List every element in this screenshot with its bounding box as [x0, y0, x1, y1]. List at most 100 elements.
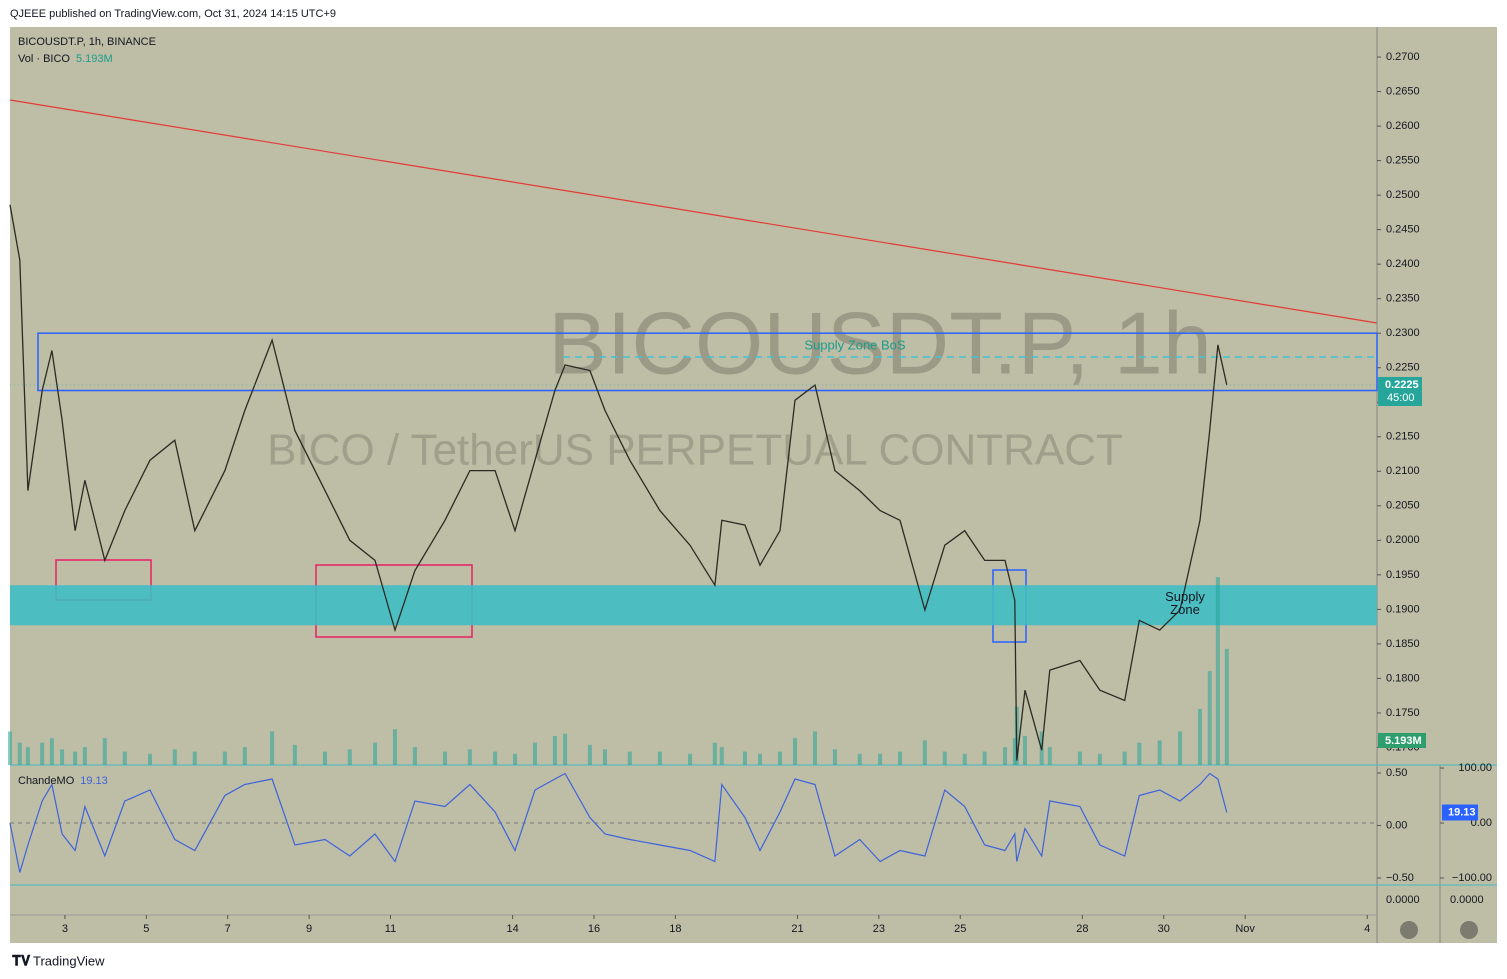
indicator-legend: ChandeMO 19.13 [18, 775, 108, 787]
volume-bar [982, 751, 987, 765]
x-tick-label: 4 [1364, 923, 1370, 935]
lower-pane-label: 0.0000 [1450, 894, 1484, 906]
volume-bar [8, 731, 12, 765]
x-tick-label: 16 [588, 923, 600, 935]
volume-bar [657, 751, 662, 765]
publish-note: QJEEE published on TradingView.com, Oct … [10, 8, 336, 20]
volume-legend: Vol · BICO 5.193M [18, 53, 113, 65]
x-tick-label: 3 [62, 923, 68, 935]
volume-bar [147, 753, 152, 765]
volume-bar [412, 747, 417, 765]
x-tick-label: Nov [1235, 923, 1255, 935]
x-tick-label: 14 [506, 923, 518, 935]
watermark-sub: BICO / TetherUS PERPETUAL CONTRACT [267, 426, 1123, 475]
volume-bar [857, 753, 862, 765]
y-tick-label: 0.2450 [1386, 224, 1420, 236]
volume-bar [793, 738, 798, 765]
zone-label: Supply Zone [1165, 589, 1205, 617]
footer-brand: TradingView [33, 953, 105, 968]
indicator-last-box [1442, 804, 1478, 821]
volume-bar [1122, 751, 1127, 765]
volume-bar [513, 753, 518, 765]
pane-button[interactable] [1460, 921, 1478, 939]
volume-bar [1097, 753, 1102, 765]
volume-bar [627, 751, 632, 765]
x-tick-label: 21 [791, 923, 803, 935]
volume-bar [1224, 648, 1229, 765]
pane-button[interactable] [1400, 921, 1418, 939]
y-tick-label: 0.2100 [1386, 465, 1420, 477]
volume-bar [292, 744, 297, 765]
volume-bar [719, 747, 724, 765]
volume-last-box [1378, 733, 1426, 748]
volume-value: 5.193M [76, 53, 113, 65]
volume-bar [712, 742, 717, 765]
indicator-tick-label: 0.50 [1386, 767, 1407, 779]
price-line [9, 204, 1228, 761]
volume-bar [40, 742, 45, 765]
y-tick-label: 0.2700 [1386, 51, 1420, 63]
volume-bar [1178, 731, 1183, 765]
volume-bar [192, 751, 197, 765]
y-tick-label: 0.2650 [1386, 85, 1420, 97]
volume-bar [552, 735, 557, 765]
volume-bar [1157, 740, 1162, 765]
volume-bar [1012, 738, 1017, 765]
last-price-box [1378, 376, 1422, 406]
supply-zone [10, 585, 1377, 626]
y-tick-label: 0.2250 [1386, 362, 1420, 374]
volume-bar [172, 749, 177, 765]
countdown: 45:00 [1387, 392, 1415, 404]
volume-bar [1022, 735, 1027, 765]
volume-bar [122, 751, 127, 765]
y-tick-label: 0.1900 [1386, 603, 1420, 615]
y-tick-label: 0.1750 [1386, 707, 1420, 719]
volume-bar [962, 753, 967, 765]
volume-bar [322, 751, 327, 765]
volume-bar [878, 753, 883, 765]
volume-bar [467, 749, 472, 765]
volume-name: Vol · BICO [18, 53, 70, 65]
volume-bar [60, 749, 65, 765]
volume-bar [758, 753, 763, 765]
volume-bar [812, 731, 817, 765]
supply-zone-bos [37, 332, 1378, 392]
volume-bar [532, 742, 537, 765]
volume-bar [82, 747, 87, 765]
volume-bar [49, 738, 54, 765]
y-tick-label: 0.2150 [1386, 431, 1420, 443]
x-tick-label: 9 [306, 923, 312, 935]
indicator-tick-label: 100.00 [1458, 762, 1492, 774]
y-tick-label: 0.2550 [1386, 155, 1420, 167]
y-tick-label: 0.2050 [1386, 500, 1420, 512]
y-tick-label: 0.2350 [1386, 293, 1420, 305]
volume-bar [832, 749, 837, 765]
y-tick-label: 0.2600 [1386, 120, 1420, 132]
indicator-name: ChandeMO [18, 775, 75, 787]
volume-bar [493, 751, 498, 765]
volume-bar [17, 742, 22, 765]
y-tick-label: 0.2500 [1386, 189, 1420, 201]
volume-bar [688, 753, 693, 765]
volume-bar [222, 751, 227, 765]
y-tick-label: 0.2300 [1386, 327, 1420, 339]
x-tick-label: 11 [385, 923, 396, 935]
x-tick-label: 5 [143, 923, 149, 935]
volume-bar [347, 749, 352, 765]
volume-bar [1077, 751, 1082, 765]
y-tick-label: 0.1950 [1386, 569, 1420, 581]
y-tick-label: 0.2400 [1386, 258, 1420, 270]
indicator-line [9, 772, 1228, 873]
x-tick-label: 25 [954, 923, 966, 935]
volume-bar [742, 751, 747, 765]
volume-bar [1207, 671, 1212, 765]
y-tick-label: 0.2000 [1386, 534, 1420, 546]
x-tick-label: 28 [1076, 923, 1088, 935]
volume-bar [73, 751, 78, 765]
volume-last-label: 5.193M [1385, 735, 1422, 747]
x-tick-label: 7 [225, 923, 231, 935]
volume-bar [443, 751, 448, 765]
volume-bar [922, 740, 927, 765]
volume-bar [587, 744, 592, 765]
